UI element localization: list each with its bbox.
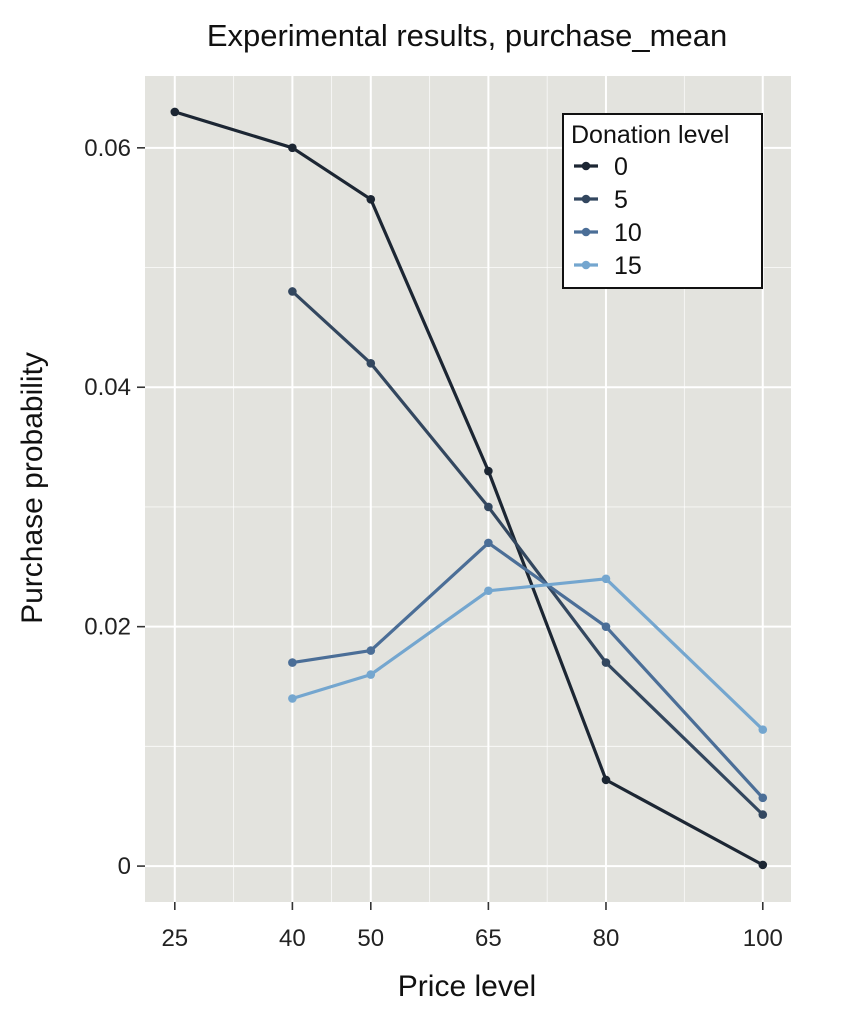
x-tick-label: 80 [593, 925, 620, 952]
legend-label: 5 [614, 186, 628, 214]
legend-key-point [581, 194, 591, 204]
x-tick-label: 100 [743, 925, 783, 952]
data-point [758, 725, 768, 734]
data-point [758, 810, 768, 819]
data-point [366, 195, 376, 204]
data-point [601, 574, 611, 584]
data-point [601, 658, 611, 667]
legend-label: 10 [614, 219, 642, 247]
data-point [484, 502, 493, 512]
x-tick-label: 50 [357, 925, 384, 952]
series-10 [288, 538, 768, 803]
legend-item: 10 [574, 219, 642, 247]
legend-label: 0 [614, 153, 628, 181]
data-point [288, 658, 297, 667]
data-point [366, 670, 376, 679]
y-tick-label: 0.02 [84, 614, 131, 641]
series-5 [288, 287, 768, 819]
series-15 [288, 574, 768, 734]
y-tick-label: 0 [118, 853, 131, 880]
series-0 [170, 107, 768, 870]
legend-item: 15 [574, 252, 642, 280]
legend-box [562, 113, 763, 289]
series-line [173, 110, 765, 867]
data-point [288, 287, 297, 296]
legend-title: Donation level [571, 121, 729, 149]
data-point [288, 143, 297, 153]
legend-label: 15 [614, 252, 642, 280]
legend-item: 5 [574, 186, 628, 214]
series-layer [170, 107, 768, 870]
data-point [601, 775, 611, 785]
data-point [366, 646, 376, 655]
data-point [601, 622, 611, 631]
x-tick-label: 40 [279, 925, 306, 952]
x-tick-label: 25 [161, 925, 188, 952]
y-axis-ticks: 0 0.02 0.04 0.06 [84, 135, 145, 880]
x-tick-label: 65 [475, 925, 502, 952]
x-axis-label: Price level [398, 970, 536, 1003]
y-tick-label: 0.04 [84, 374, 131, 401]
grid-major [145, 76, 791, 902]
data-point [170, 107, 180, 117]
legend-key-point [581, 227, 591, 237]
data-point [758, 793, 768, 803]
data-point [484, 538, 493, 548]
data-point [758, 860, 768, 870]
chart-title: Experimental results, purchase_mean [207, 18, 727, 53]
legend-key-point [581, 161, 591, 171]
y-axis-label: Purchase probability [16, 352, 49, 624]
legend: Donation level 0 5 10 15 [562, 113, 763, 289]
legend-item: 0 [574, 153, 628, 181]
data-point [484, 466, 493, 476]
legend-items: 0 5 10 15 [574, 153, 642, 280]
data-point [366, 359, 376, 368]
y-tick-label: 0.06 [84, 135, 131, 162]
data-point [484, 586, 493, 596]
grid-minor [145, 76, 791, 902]
x-axis-ticks: 25 40 50 65 80 100 [161, 902, 783, 952]
data-point [288, 694, 297, 703]
legend-key-point [581, 260, 591, 270]
